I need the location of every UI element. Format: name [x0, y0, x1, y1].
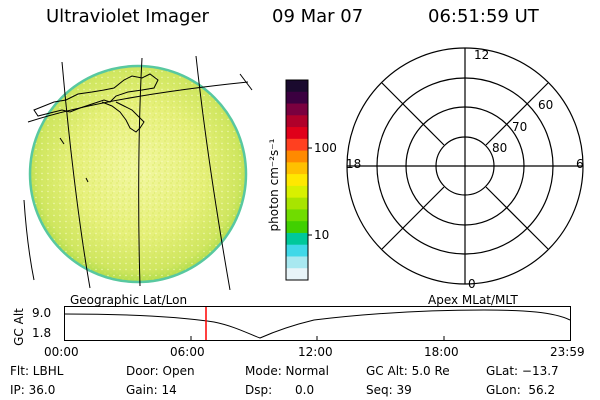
gc-alt-timeline: [64, 306, 571, 341]
info-filter: Flt: LBHL: [10, 364, 64, 378]
colorbar-tick-100: 100: [314, 141, 337, 155]
colorbar-cell: [286, 150, 308, 163]
y-tick-9: 9.0: [32, 306, 52, 320]
x-tick-1200: 12:00: [298, 345, 333, 359]
info-gain: Gain: 14: [126, 383, 177, 397]
colorbar-cell: [286, 127, 308, 140]
info-glat: GLat: −13.7: [486, 364, 559, 378]
info-mode: Mode: Normal: [245, 364, 329, 378]
info-gc-alt: GC Alt: 5.0 Re: [366, 364, 450, 378]
colorbar-unit-label: photon cm⁻²s⁻¹: [267, 138, 281, 232]
colorbar-cell: [286, 174, 308, 187]
colorbar-cell: [286, 256, 308, 269]
time-label: 06:51:59 UT: [428, 6, 539, 27]
colorbar-cell: [286, 221, 308, 234]
info-door: Door: Open: [126, 364, 195, 378]
colorbar-cell: [286, 103, 308, 116]
colorbar-cell: [286, 91, 308, 105]
colorbar-cell: [286, 80, 308, 93]
colorbar-cell: [286, 162, 308, 175]
x-tick-0000: 00:00: [44, 345, 79, 359]
x-tick-1800: 18:00: [424, 345, 459, 359]
mlt-label-18: 18: [346, 157, 362, 171]
timeline-right-title: Apex MLat/MLT: [428, 293, 518, 307]
colorbar-cell: [286, 138, 308, 152]
colorbar-cell: [286, 115, 308, 128]
lat-label-60: 60: [538, 98, 554, 112]
colorbar-cell: [286, 232, 308, 246]
colorbar-cell: [286, 185, 308, 199]
info-dsp: Dsp: 0.0: [245, 383, 315, 397]
colorbar-cell: [286, 209, 308, 222]
colorbar-cell: [286, 244, 308, 257]
mlt-label-6: 6: [576, 157, 584, 171]
y-tick-1-8: 1.8: [32, 326, 52, 340]
colorbar: [285, 79, 312, 281]
info-seq: Seq: 39: [366, 383, 412, 397]
date-label: 09 Mar 07: [272, 6, 364, 27]
instrument-title: Ultraviolet Imager: [46, 6, 209, 27]
lat-label-80: 80: [492, 141, 508, 155]
mlt-label-0: 0: [468, 277, 476, 291]
x-tick-0600: 06:00: [170, 345, 205, 359]
colorbar-cell: [286, 197, 308, 210]
timeline-left-title: Geographic Lat/Lon: [70, 293, 188, 307]
lat-label-70: 70: [512, 120, 528, 134]
polar-mlat-mlt-plot: [346, 47, 584, 285]
info-ip: IP: 36.0: [10, 383, 56, 397]
x-tick-2359: 23:59: [550, 345, 585, 359]
earth-uv-image: [23, 55, 253, 290]
timeline-y-title: GC Alt: [12, 308, 26, 346]
colorbar-cell: [286, 268, 308, 281]
colorbar-tick-10: 10: [314, 228, 330, 242]
mlt-label-12: 12: [474, 48, 490, 62]
info-glon: GLon: 56.2: [486, 383, 556, 397]
